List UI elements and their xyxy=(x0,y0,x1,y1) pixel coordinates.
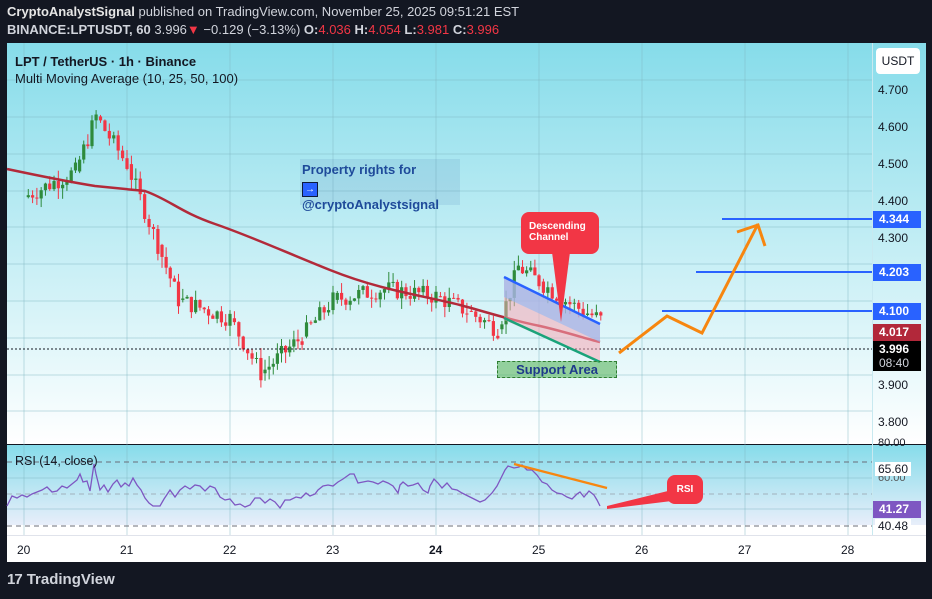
price-tick: 3.900 xyxy=(878,378,909,392)
open-label: O: xyxy=(303,22,319,37)
tradingview-mark-icon: 17 xyxy=(7,571,23,588)
watermark-line2: @cryptoAnalystsignal xyxy=(302,197,439,212)
descending-channel-callout: Descending Channel xyxy=(521,212,599,254)
rsi-tick-top: 80.00 xyxy=(878,437,906,449)
rsi-line xyxy=(6,463,601,510)
target-badge-1: 4.100 xyxy=(873,303,921,320)
tradingview-logo[interactable]: 17 TradingView xyxy=(7,571,115,588)
price-tick: 4.700 xyxy=(878,83,909,97)
low-value: 3.981 xyxy=(416,22,450,37)
time-tick: 26 xyxy=(635,543,649,557)
low-label: L: xyxy=(404,22,417,37)
price-tick: 4.300 xyxy=(878,231,909,245)
time-tick: 22 xyxy=(223,543,237,557)
author-name: CryptoAnalystSignal xyxy=(7,4,135,19)
rsi-callout: RSI xyxy=(667,475,703,504)
time-tick: 23 xyxy=(326,543,340,557)
target-badge-3: 4.344 xyxy=(873,211,921,228)
rsi-lower-badge: 40.48 xyxy=(875,519,912,533)
symbol-legend[interactable]: LPT / TetherUS · 1h · Binance xyxy=(15,54,197,69)
currency-button[interactable]: USDT xyxy=(876,48,920,74)
channel-lower-line xyxy=(503,316,601,364)
candlestick-series xyxy=(26,110,603,388)
price-axis-bg xyxy=(872,43,926,444)
rsi-callout-pointer xyxy=(607,488,680,509)
price-tick: 4.600 xyxy=(878,120,909,134)
watermark: Property rights for → @cryptoAnalystsign… xyxy=(300,159,460,212)
logo-text: TradingView xyxy=(26,571,115,588)
rsi-divergence-line xyxy=(513,462,608,490)
time-tick: 25 xyxy=(532,543,546,557)
change: −0.129 (−3.13%) xyxy=(203,22,301,37)
close-label: C: xyxy=(452,22,467,37)
price-tick: 4.500 xyxy=(878,157,909,171)
rsi-upper-badge: 65.60 xyxy=(875,462,912,476)
watermark-line1: Property rights for xyxy=(302,162,417,177)
target-badge-2: 4.203 xyxy=(873,264,921,281)
symbol: BINANCE:LPTUSDT, 60 xyxy=(7,22,151,37)
time-tick: 21 xyxy=(120,543,134,557)
high-value: 4.054 xyxy=(368,22,401,37)
ma-badge: 4.017 xyxy=(873,324,921,341)
arrow-right-icon: → xyxy=(302,182,318,197)
time-tick: 20 xyxy=(17,543,31,557)
callout-pointer xyxy=(552,252,570,322)
close-value: 3.996 xyxy=(466,22,500,37)
support-area-box: Support Area xyxy=(497,361,617,378)
price-tick: 4.400 xyxy=(878,194,909,208)
last-price: 3.996 xyxy=(154,22,187,37)
price-tick: 3.800 xyxy=(878,415,909,429)
symbol-info: BINANCE:LPTUSDT, 60 3.996▼ −0.129 (−3.13… xyxy=(7,22,499,37)
last-price-badge: 3.996 xyxy=(873,341,921,357)
rsi-value-badge: 41.27 xyxy=(873,501,921,518)
published-text: published on TradingView.com, November 2… xyxy=(138,4,520,19)
down-arrow-icon: ▼ xyxy=(186,22,200,37)
grid xyxy=(7,43,872,535)
high-label: H: xyxy=(354,22,369,37)
open-value: 4.036 xyxy=(318,22,351,37)
time-tick: 24 xyxy=(429,543,443,557)
projection-path xyxy=(618,223,760,355)
countdown-badge: 08:40 xyxy=(873,356,921,371)
time-tick: 27 xyxy=(738,543,752,557)
publish-info: CryptoAnalystSignal published on Trading… xyxy=(7,4,519,19)
rsi-legend[interactable]: RSI (14, close) xyxy=(15,454,98,468)
price-pane xyxy=(7,43,872,444)
projection-arrowhead xyxy=(736,223,767,247)
channel-upper-line xyxy=(503,275,601,326)
indicator-legend[interactable]: Multi Moving Average (10, 25, 50, 100) xyxy=(15,71,239,86)
time-tick: 28 xyxy=(841,543,855,557)
